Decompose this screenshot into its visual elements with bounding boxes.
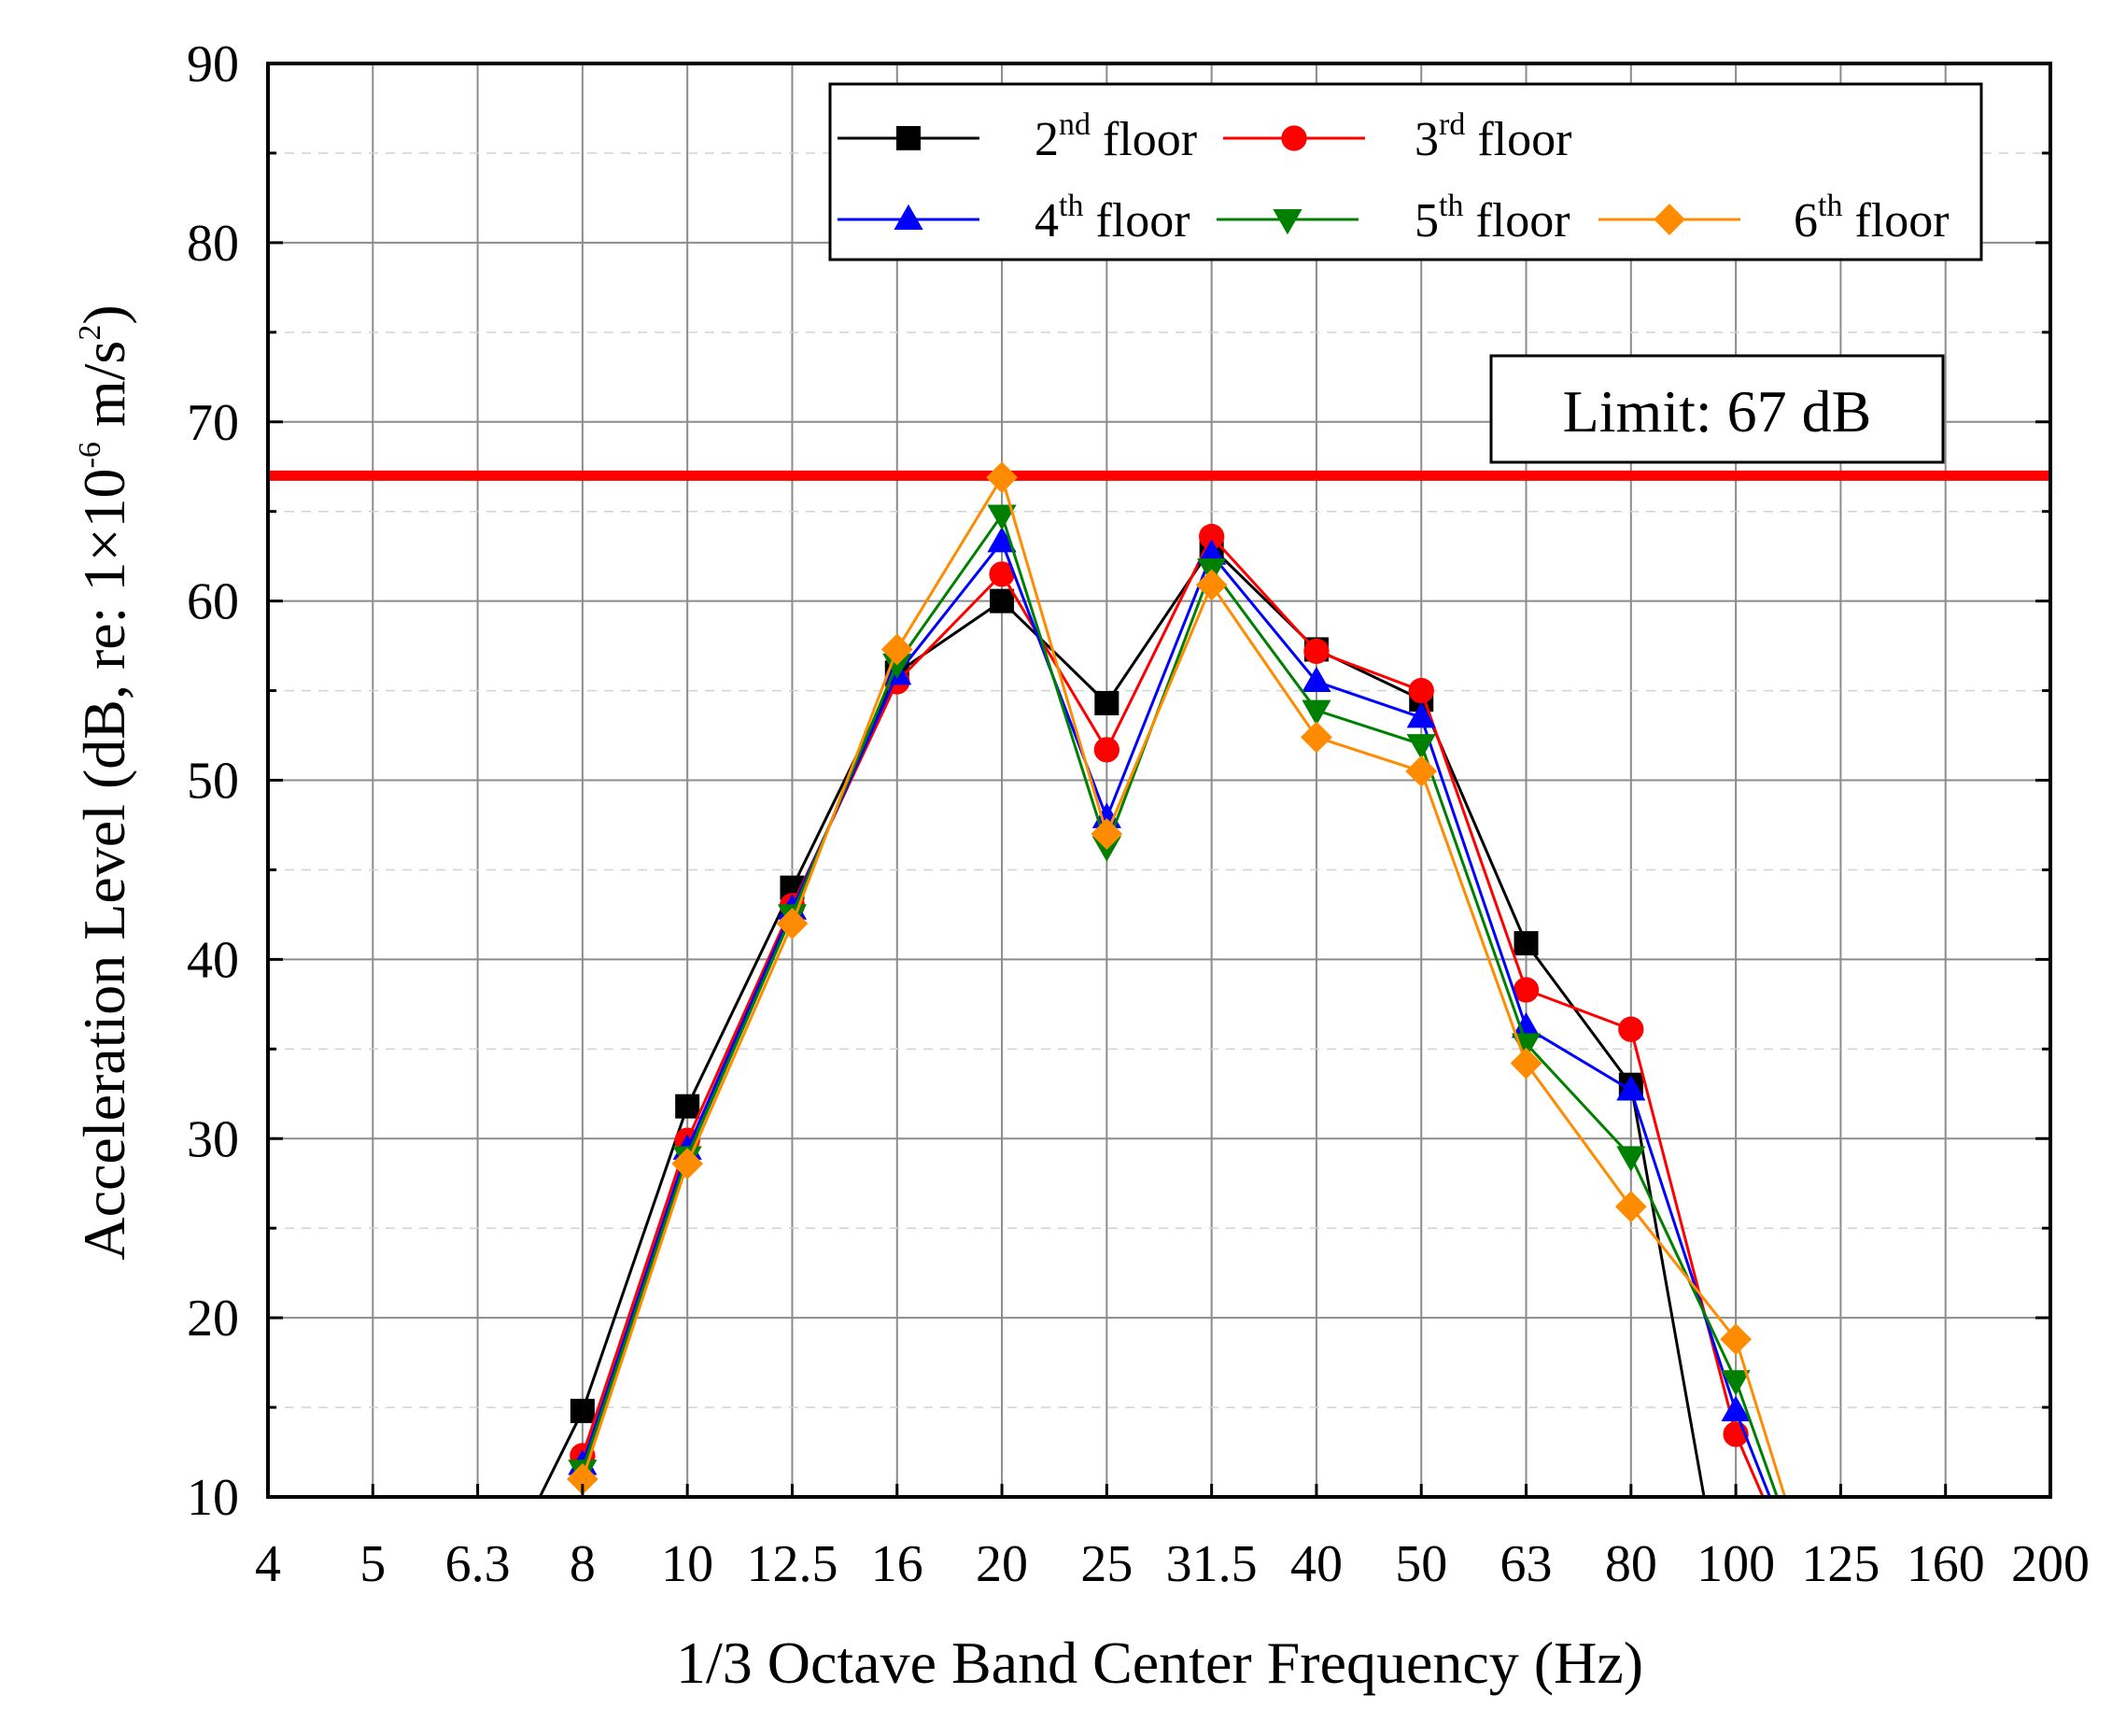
limit-label-box: Limit: 67 dB [1489, 354, 1945, 464]
data-point [1513, 977, 1540, 1003]
data-point [566, 1462, 598, 1495]
y-axis-title-middle: m/s [71, 341, 137, 442]
data-point [880, 633, 913, 666]
data-point [989, 561, 1015, 587]
data-point [1301, 721, 1332, 754]
x-tick-label: 8 [570, 1535, 596, 1593]
data-point [1618, 1016, 1644, 1042]
x-tick-label: 5 [359, 1535, 386, 1593]
tick-labels: 4 5 6.3 8 10 12.5 16 20 25 31.5 40 50 63 80 100 125 160 2… [187, 35, 2090, 1593]
data-point [986, 461, 1018, 494]
data-point [987, 527, 1017, 553]
data-point [987, 504, 1017, 530]
y-tick-label: 50 [187, 753, 239, 811]
x-tick-label: 63 [1500, 1535, 1553, 1593]
x-tick-label: 125 [1801, 1535, 1880, 1593]
data-point [1195, 569, 1228, 601]
y-tick-label: 20 [187, 1290, 239, 1348]
data-point [1511, 1012, 1542, 1038]
legend-frame [828, 82, 1983, 261]
x-tick-label: 4 [255, 1535, 281, 1593]
y-tick-label: 30 [187, 1110, 239, 1168]
y-axis-title-prefix: Acceleration Level (dB, re: 1×10 [71, 468, 137, 1260]
data-point [1303, 638, 1330, 664]
x-tick-label: 100 [1697, 1535, 1775, 1593]
series-5 [566, 461, 1787, 1497]
legend-marker [1654, 204, 1685, 235]
data-point [1197, 539, 1227, 565]
y-tick-label: 80 [187, 215, 239, 273]
data-point [776, 908, 809, 939]
legend-item-4: 5th floor [1217, 189, 1570, 247]
data-point [1408, 677, 1434, 704]
axes [266, 62, 2052, 1499]
y-tick-label: 70 [187, 394, 239, 452]
legend-marker [1281, 125, 1307, 151]
x-tick-label: 50 [1395, 1535, 1447, 1593]
data-point [1091, 818, 1123, 850]
data-point [1721, 1370, 1751, 1396]
x-axis-title: 1/3 Octave Band Center Frequency (Hz) [676, 1630, 1643, 1696]
data-point [675, 1094, 700, 1119]
y-axis-title-exp1: -6 [73, 442, 107, 468]
y-tick-label: 40 [187, 931, 239, 989]
legend-item-5: 6th floor [1598, 189, 1950, 247]
legend-item-3: 4th floor [838, 189, 1190, 247]
data-point [1302, 699, 1331, 726]
series-2 [570, 523, 1765, 1497]
legend-label: 4th floor [1035, 189, 1190, 247]
legend-item-2: 3rd floor [1223, 107, 1571, 166]
data-point [1720, 1323, 1753, 1356]
x-tick-label: 16 [871, 1535, 923, 1593]
data-point [671, 1148, 704, 1180]
x-tick-label: 200 [2011, 1535, 2090, 1593]
x-tick-label: 10 [661, 1535, 713, 1593]
x-tick-label: 31.5 [1166, 1535, 1258, 1593]
limit-label: Limit: 67 dB [1563, 378, 1872, 445]
x-tick-label: 40 [1290, 1535, 1343, 1593]
legend-marker [896, 126, 921, 150]
legend-label: 5th floor [1415, 189, 1570, 247]
legend-marker [1273, 208, 1302, 235]
data-point [570, 1398, 595, 1423]
grid [268, 64, 2050, 1497]
y-axis-title: Acceleration Level (dB, re: 1×10-6 m/s2) [71, 304, 137, 1260]
x-tick-label: 6.3 [445, 1535, 511, 1593]
x-tick-label: 160 [1907, 1535, 1985, 1593]
data-point [1198, 523, 1225, 550]
data-point [1510, 1047, 1542, 1080]
data-point [1514, 931, 1539, 956]
legend-label: 3rd floor [1415, 107, 1571, 166]
data-point [1302, 666, 1331, 693]
data-point [1406, 734, 1436, 760]
y-axis-title-suffix: ) [71, 304, 137, 324]
legend-label: 2nd floor [1035, 107, 1197, 166]
data-point [1616, 1075, 1646, 1101]
data-point [1405, 755, 1438, 787]
data-point [1093, 737, 1120, 763]
y-tick-label: 60 [187, 573, 239, 631]
legend: 2nd floor 3rd floor 4th floor 5th floor 6th … [828, 82, 1983, 261]
legend-marker [894, 204, 923, 231]
x-tick-label: 12.5 [746, 1535, 838, 1593]
data-point [1616, 1146, 1646, 1172]
series-4 [568, 504, 1779, 1497]
data-point [882, 653, 912, 680]
data-point [990, 588, 1015, 614]
x-tick-label: 20 [976, 1535, 1028, 1593]
series-layer [538, 461, 1787, 1497]
y-axis-title-exp2: 2 [73, 325, 107, 341]
x-tick-label: 25 [1080, 1535, 1133, 1593]
legend-item-1: 2nd floor [838, 107, 1197, 166]
data-point [1721, 1395, 1751, 1421]
y-tick-label: 90 [187, 35, 239, 93]
data-point [1406, 702, 1436, 728]
legend-label: 6th floor [1794, 189, 1950, 247]
data-point [1614, 1191, 1647, 1223]
data-point [1094, 690, 1119, 715]
x-tick-label: 80 [1605, 1535, 1657, 1593]
y-tick-label: 10 [187, 1469, 239, 1527]
